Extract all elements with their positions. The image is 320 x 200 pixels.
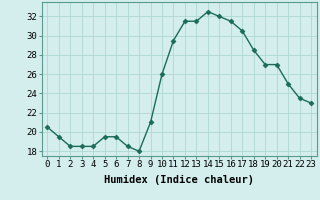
X-axis label: Humidex (Indice chaleur): Humidex (Indice chaleur): [104, 175, 254, 185]
